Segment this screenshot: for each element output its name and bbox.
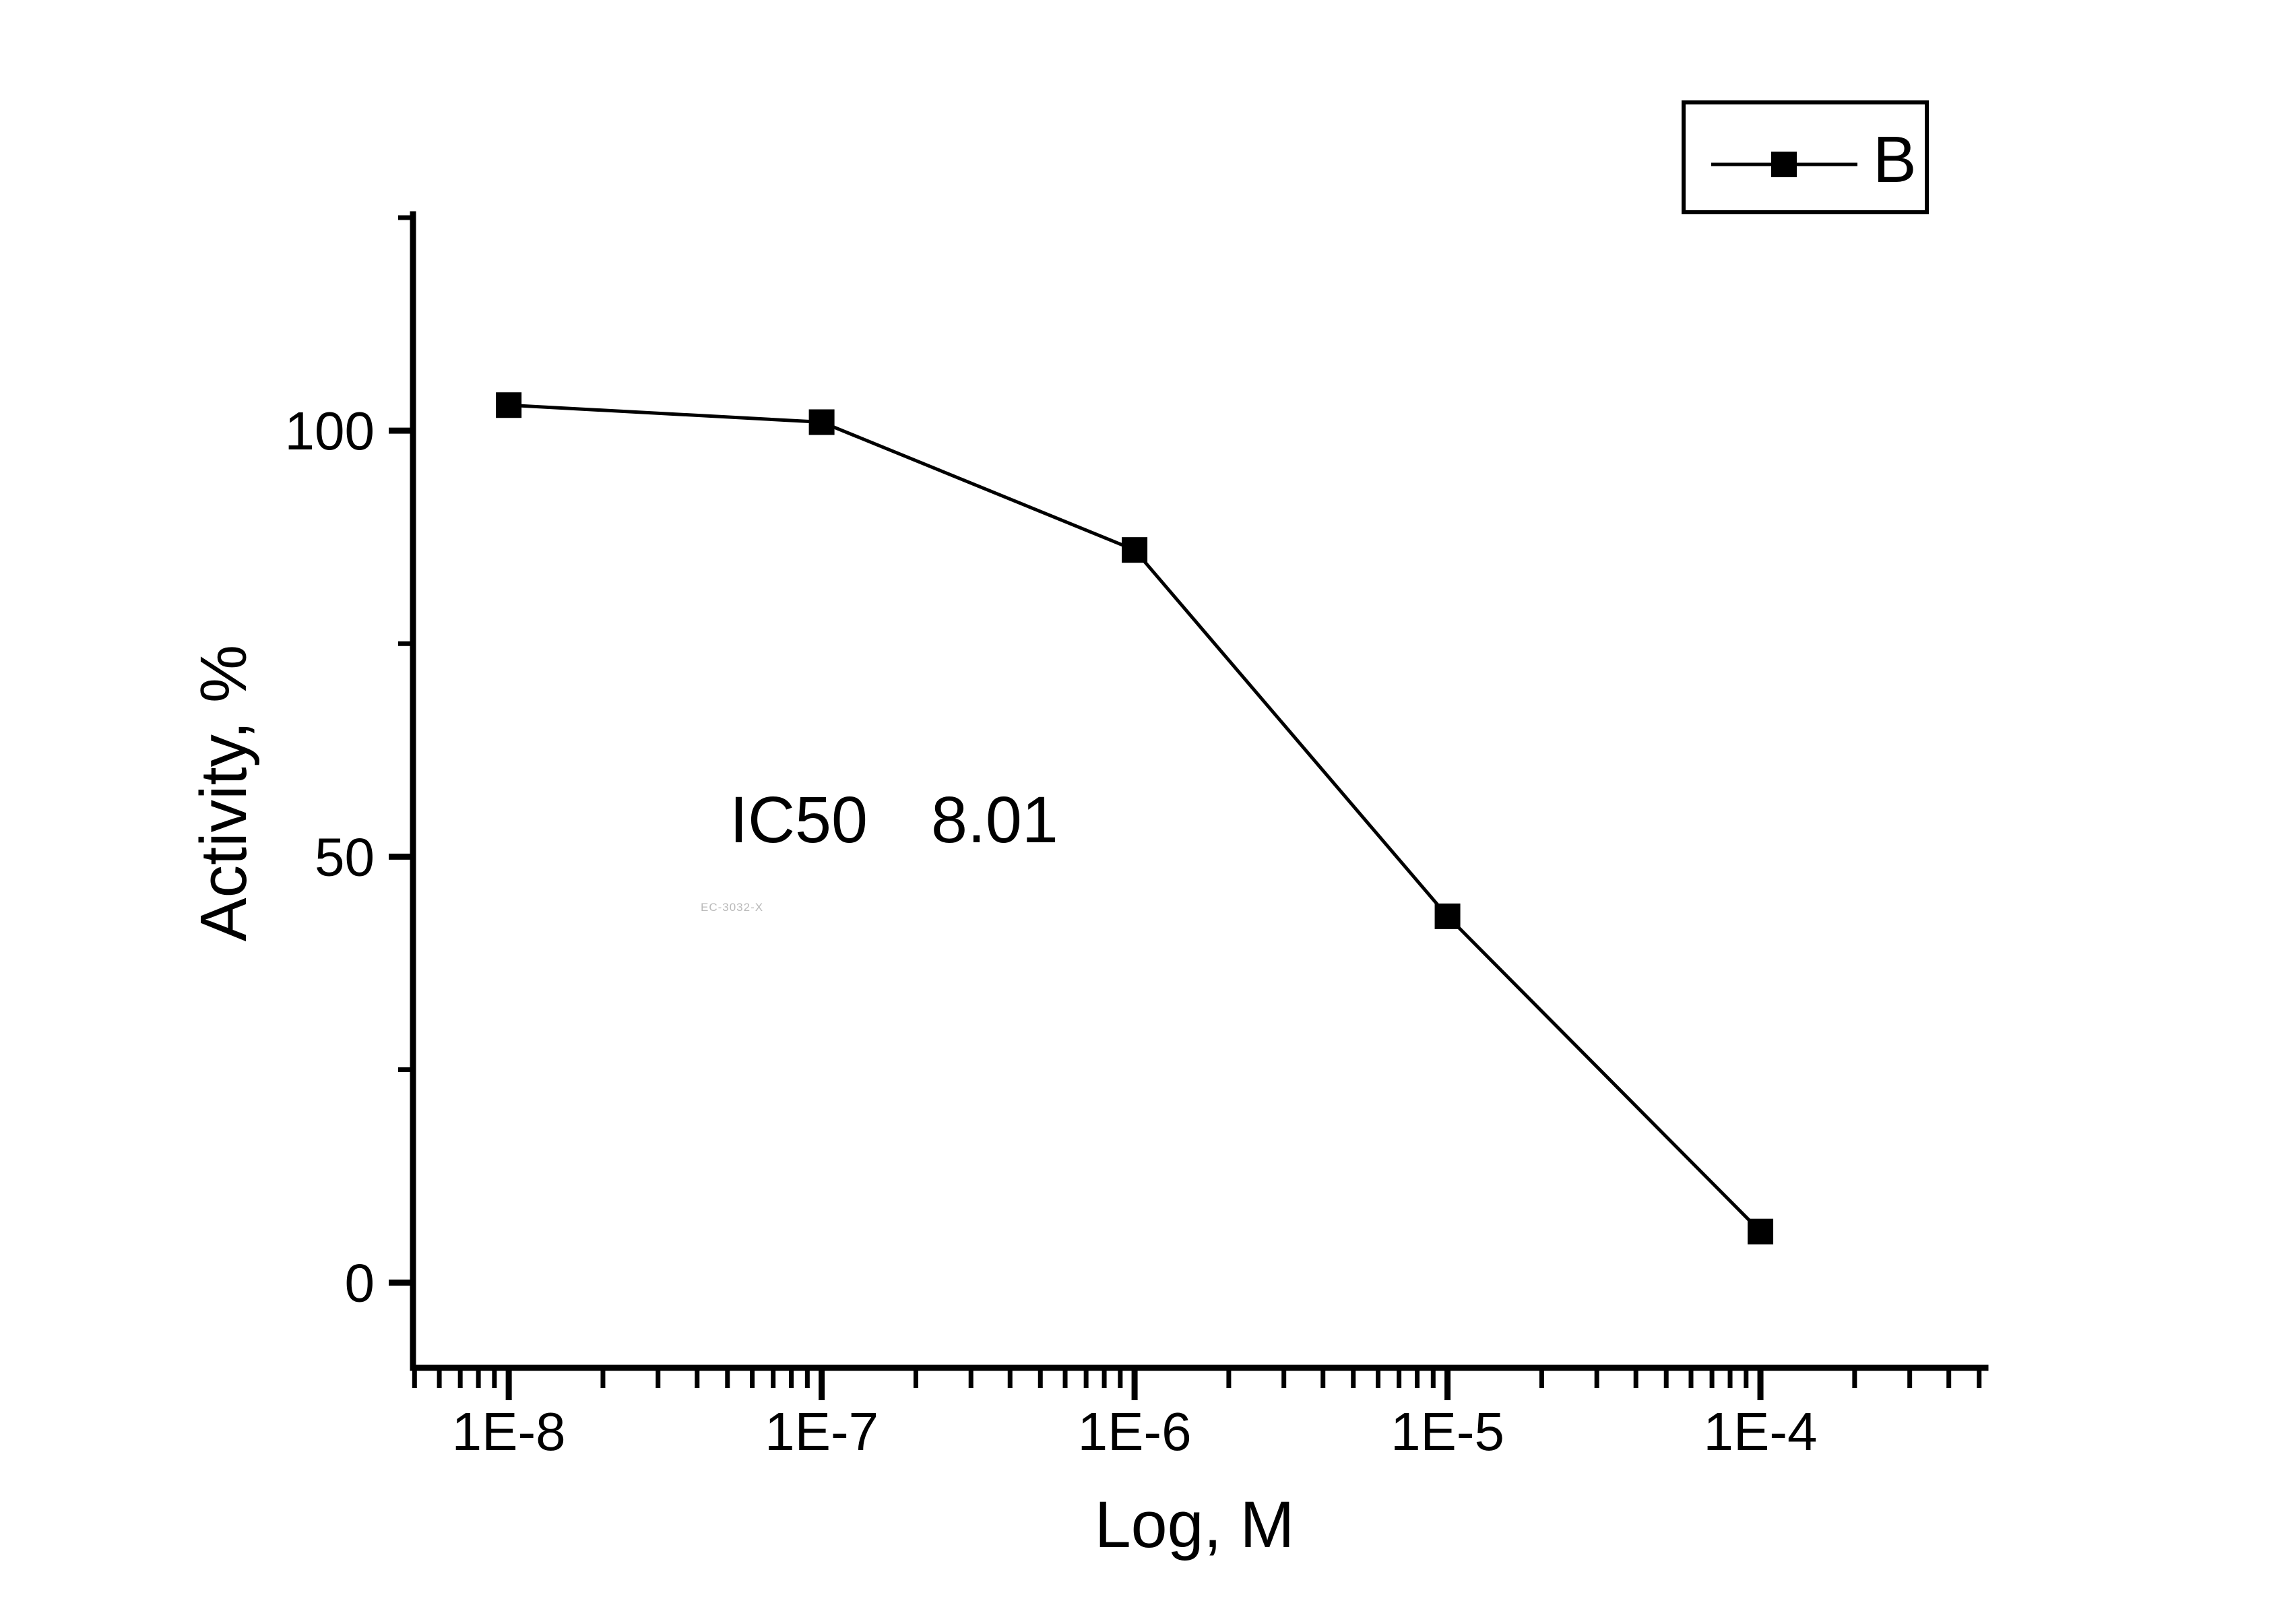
data-point-marker xyxy=(808,409,835,435)
x-tick-label: 1E-6 xyxy=(1078,1402,1192,1461)
x-tick-label: 1E-5 xyxy=(1391,1402,1504,1461)
ic50-annotation: IC50 8.01 xyxy=(730,783,1058,856)
legend-square-marker-icon xyxy=(1771,152,1797,177)
data-point-marker xyxy=(1122,537,1148,563)
watermark-text: EC-3032-X xyxy=(701,901,763,914)
legend: B xyxy=(1682,100,1929,214)
data-point-marker xyxy=(1434,903,1461,929)
series-line xyxy=(508,403,1762,1233)
legend-box xyxy=(1682,100,1929,214)
y-tick-label: 50 xyxy=(315,827,375,887)
data-series xyxy=(496,392,1774,1245)
x-tick-label: 1E-7 xyxy=(765,1402,879,1461)
axes xyxy=(389,211,1989,1400)
y-tick-label: 100 xyxy=(285,401,375,461)
tick-labels: 0 50 100 1E-8 1E-7 1E-6 1E-5 1E-4 xyxy=(285,401,1818,1461)
x-axis-title: Log, M xyxy=(1095,1488,1295,1561)
y-axis-title: Activity, % xyxy=(187,645,260,941)
ic50-annotation-value: 8.01 xyxy=(931,783,1058,856)
y-tick-label: 0 xyxy=(345,1253,375,1313)
data-point-marker xyxy=(496,392,522,418)
ic50-annotation-label: IC50 xyxy=(730,783,868,856)
x-tick-label: 1E-4 xyxy=(1704,1402,1818,1461)
legend-label: B xyxy=(1873,123,1917,196)
data-point-marker xyxy=(1748,1218,1774,1245)
x-tick-label: 1E-8 xyxy=(452,1402,566,1461)
